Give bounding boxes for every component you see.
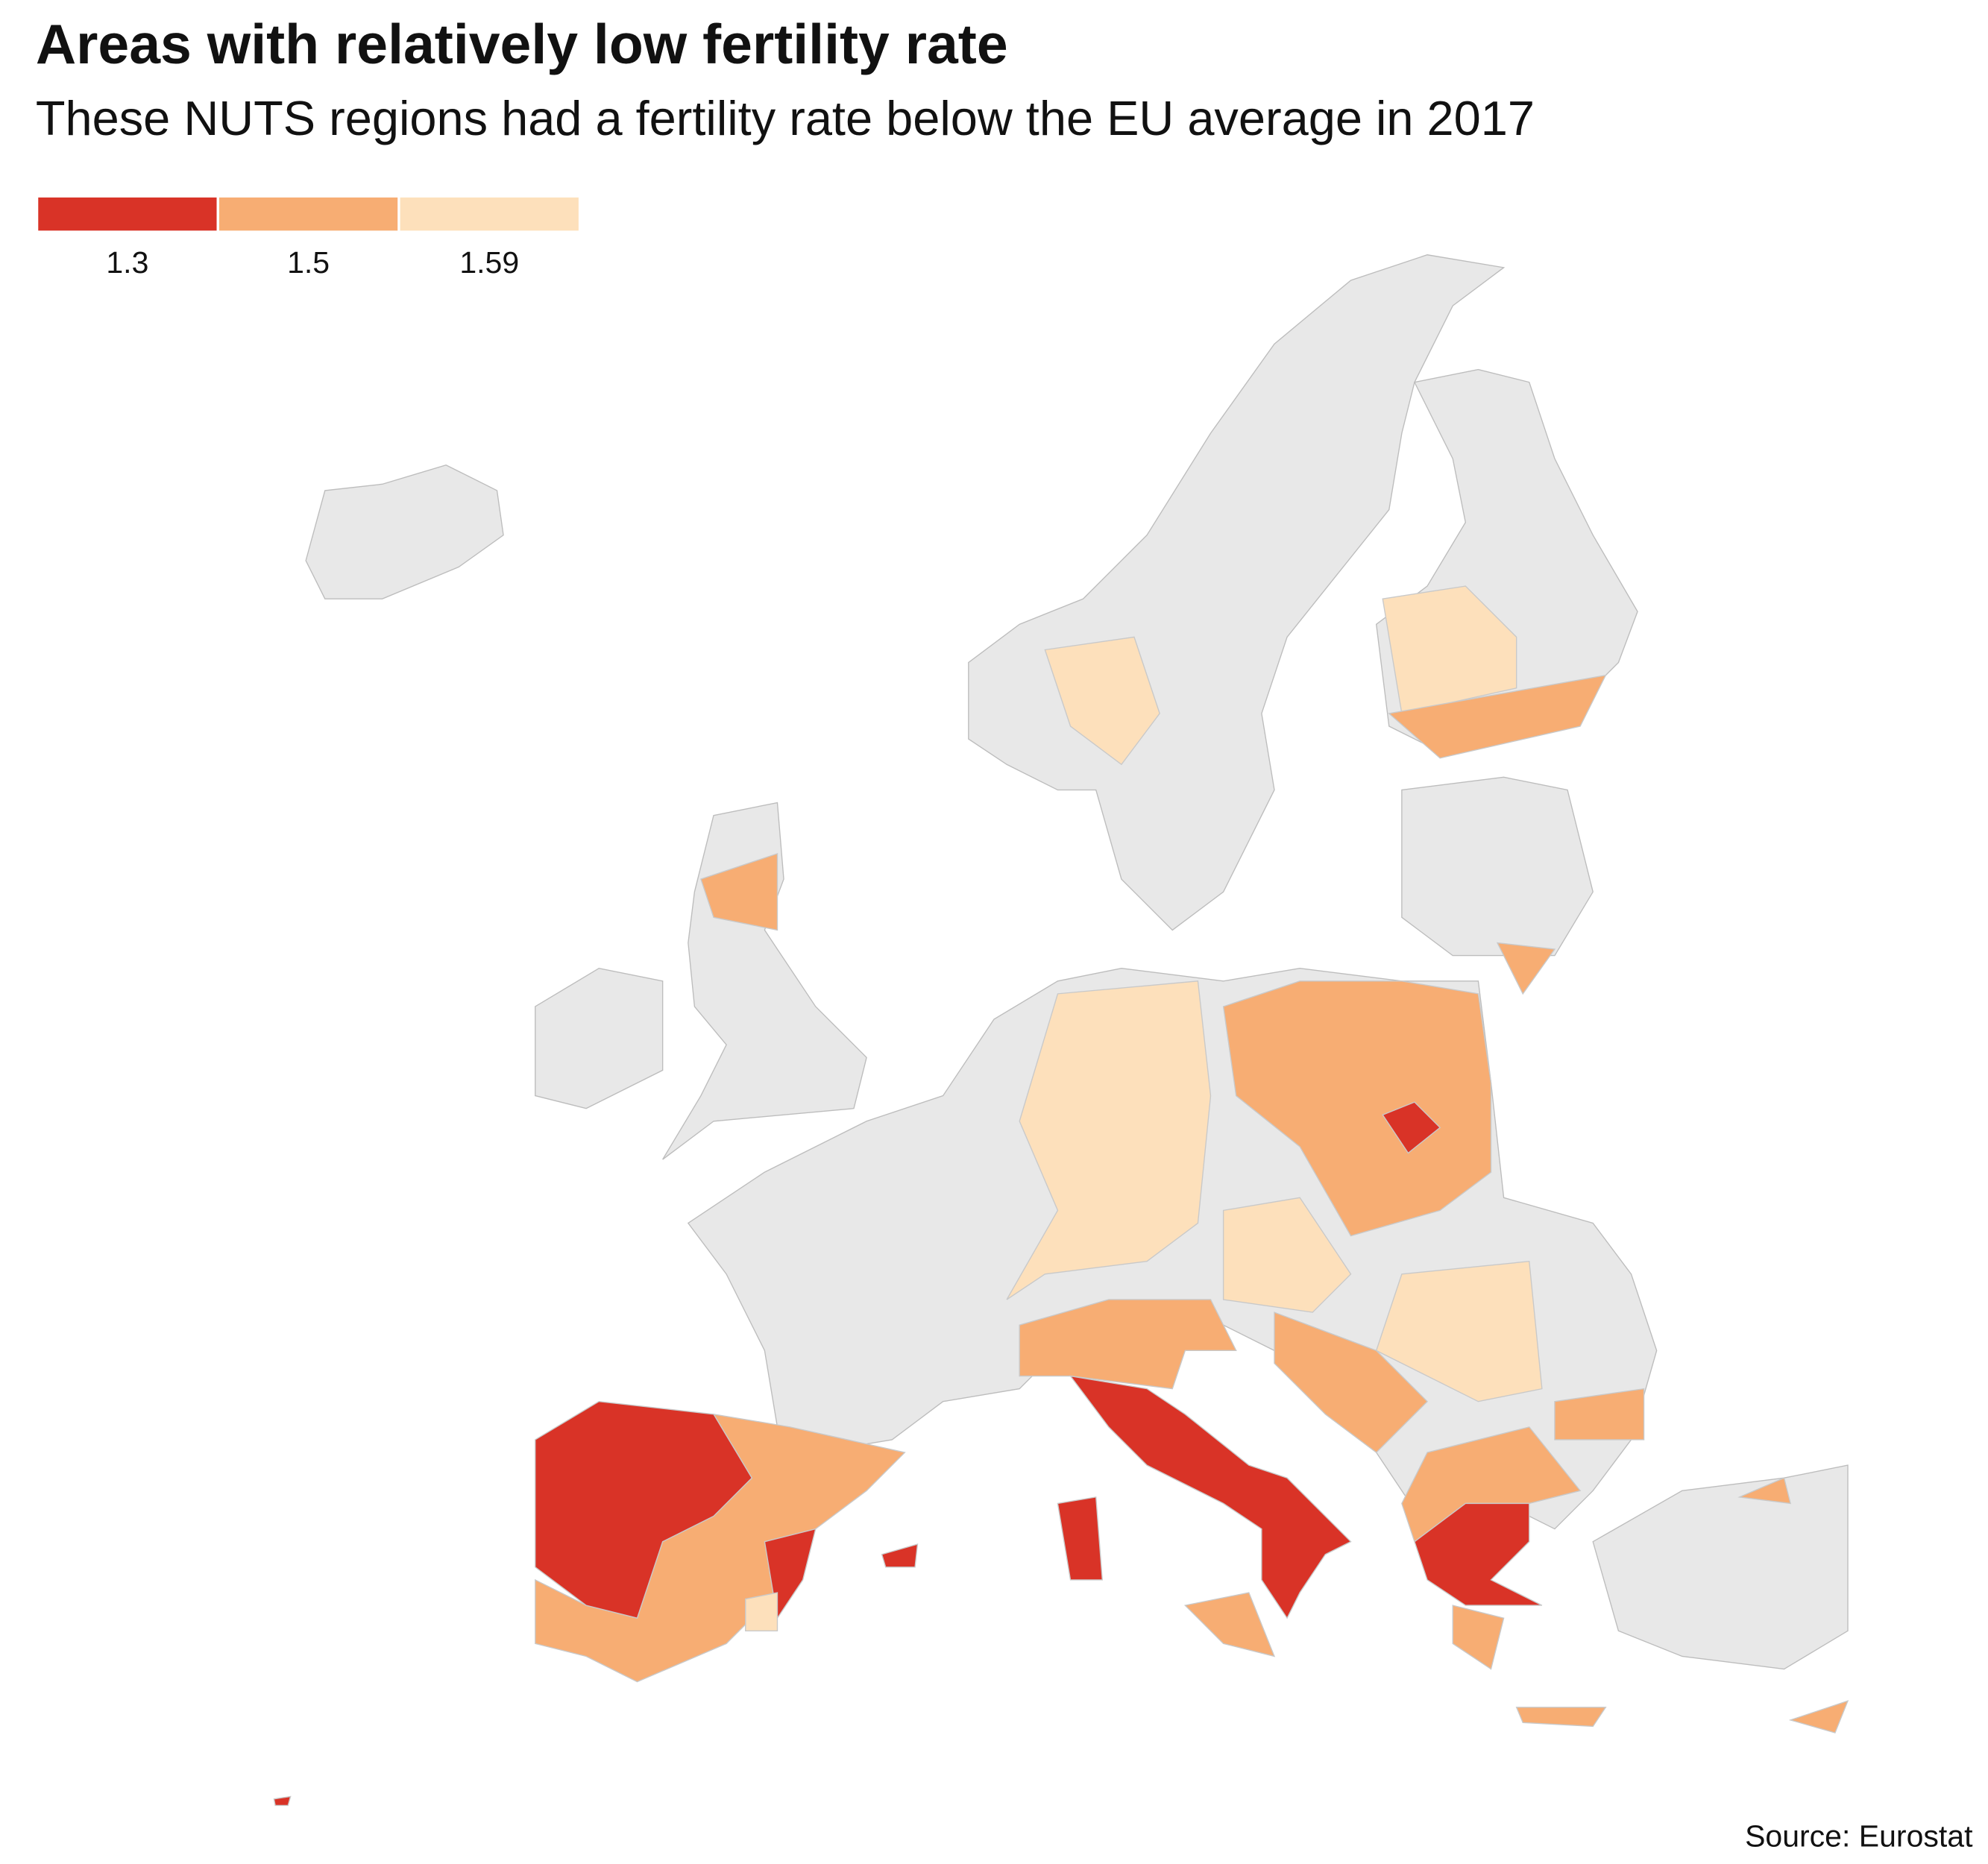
region xyxy=(1183,1592,1276,1657)
region xyxy=(1274,1312,1429,1453)
region xyxy=(273,1795,292,1807)
region xyxy=(700,852,778,931)
legend: 1.3 1.5 1.59 xyxy=(38,197,579,280)
legend-swatch xyxy=(38,197,217,231)
title: Areas with relatively low fertility rate xyxy=(36,13,1008,75)
source: Source: Eurostat xyxy=(1745,1819,1973,1854)
region xyxy=(1382,585,1517,714)
region xyxy=(1554,1388,1645,1440)
baltics xyxy=(1401,776,1594,957)
region xyxy=(1414,1502,1543,1606)
region xyxy=(535,1400,753,1619)
legend-label: 1.3 xyxy=(106,245,148,280)
ireland xyxy=(535,967,664,1109)
region xyxy=(1057,1496,1104,1581)
iceland xyxy=(305,464,504,599)
region xyxy=(1006,980,1212,1300)
region xyxy=(881,1543,919,1568)
region xyxy=(1382,1101,1441,1154)
region xyxy=(1737,1477,1792,1505)
region xyxy=(1388,674,1607,759)
map xyxy=(273,254,1849,1807)
region xyxy=(1044,636,1160,766)
subtitle: These NUTS regions had a fertility rate … xyxy=(36,91,1535,145)
legend-label: 1.59 xyxy=(459,245,519,280)
region xyxy=(1222,980,1492,1237)
region xyxy=(1375,1260,1543,1402)
region xyxy=(1019,1299,1237,1390)
legend-label: 1.5 xyxy=(287,245,330,280)
region xyxy=(745,1592,778,1631)
legend-swatch xyxy=(218,197,398,231)
region xyxy=(1496,942,1556,995)
region xyxy=(1222,1197,1352,1313)
region xyxy=(1452,1605,1505,1670)
turkey xyxy=(1592,1464,1849,1670)
region xyxy=(1788,1700,1849,1734)
region xyxy=(1069,1375,1352,1619)
region xyxy=(1515,1707,1607,1728)
legend-swatch xyxy=(400,197,579,231)
great-britain xyxy=(662,802,867,1160)
scandinavia xyxy=(968,254,1506,931)
